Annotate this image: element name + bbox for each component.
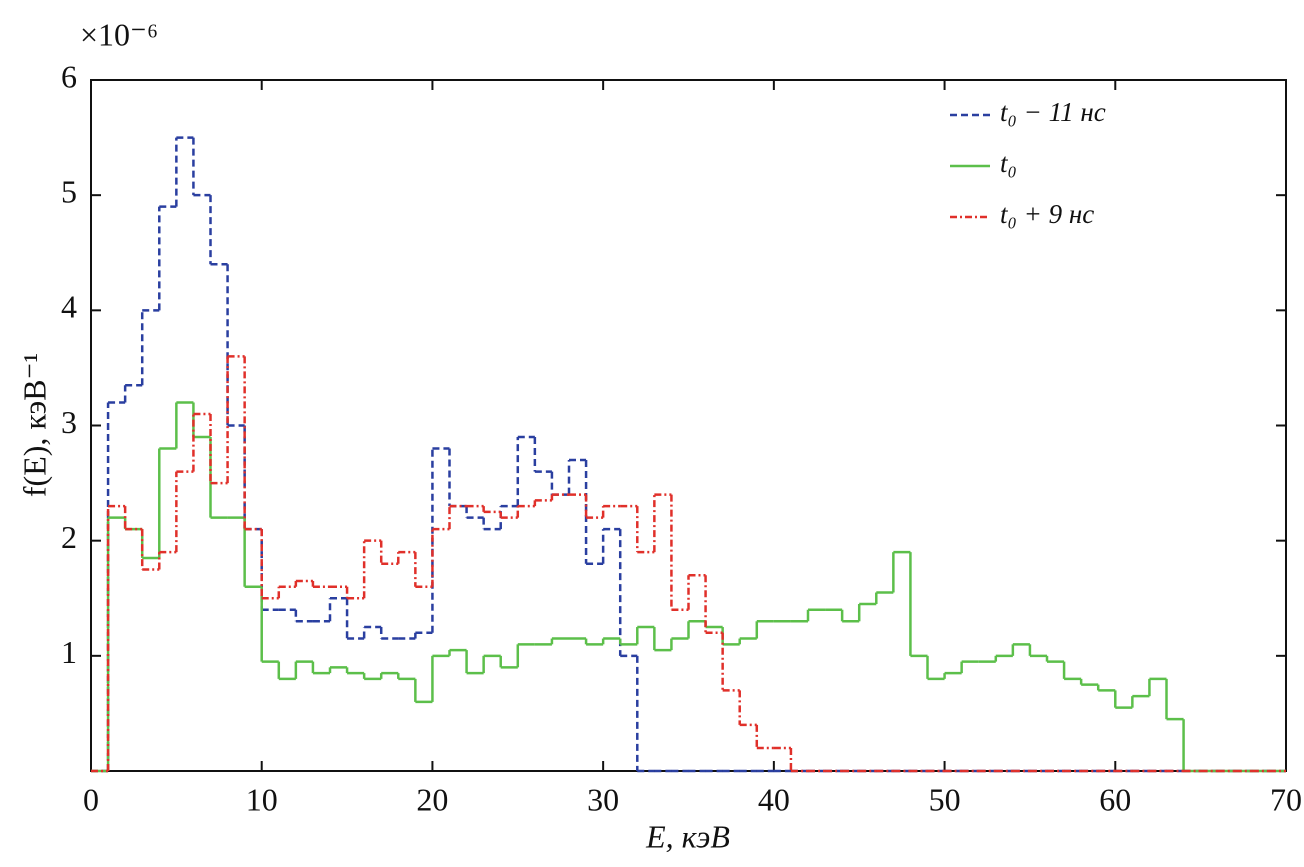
axis-multiplier: ×10⁻⁶: [80, 16, 158, 52]
x-tick-label: 40: [758, 781, 790, 817]
y-tick-label: 1: [61, 634, 77, 670]
legend-label: t₀ + 9 нс: [1000, 199, 1094, 229]
x-tick-label: 30: [587, 781, 619, 817]
legend-label: t₀ − 11 нс: [1000, 97, 1106, 127]
x-tick-label: 70: [1270, 781, 1302, 817]
x-tick-label: 60: [1099, 781, 1131, 817]
x-tick-label: 10: [246, 781, 278, 817]
legend-label: t₀: [1000, 148, 1017, 178]
y-tick-label: 5: [61, 174, 77, 210]
y-tick-label: 4: [61, 289, 77, 325]
x-axis-label: E, кэВ: [645, 818, 730, 854]
y-tick-label: 6: [61, 58, 77, 94]
x-tick-label: 0: [83, 781, 99, 817]
plot-frame: [90, 79, 1287, 772]
x-tick-label: 20: [416, 781, 448, 817]
y-tick-label: 3: [61, 404, 77, 440]
x-tick-label: 50: [929, 781, 961, 817]
y-axis-label: f(E), кэВ⁻¹: [16, 353, 52, 497]
y-tick-label: 2: [61, 519, 77, 555]
